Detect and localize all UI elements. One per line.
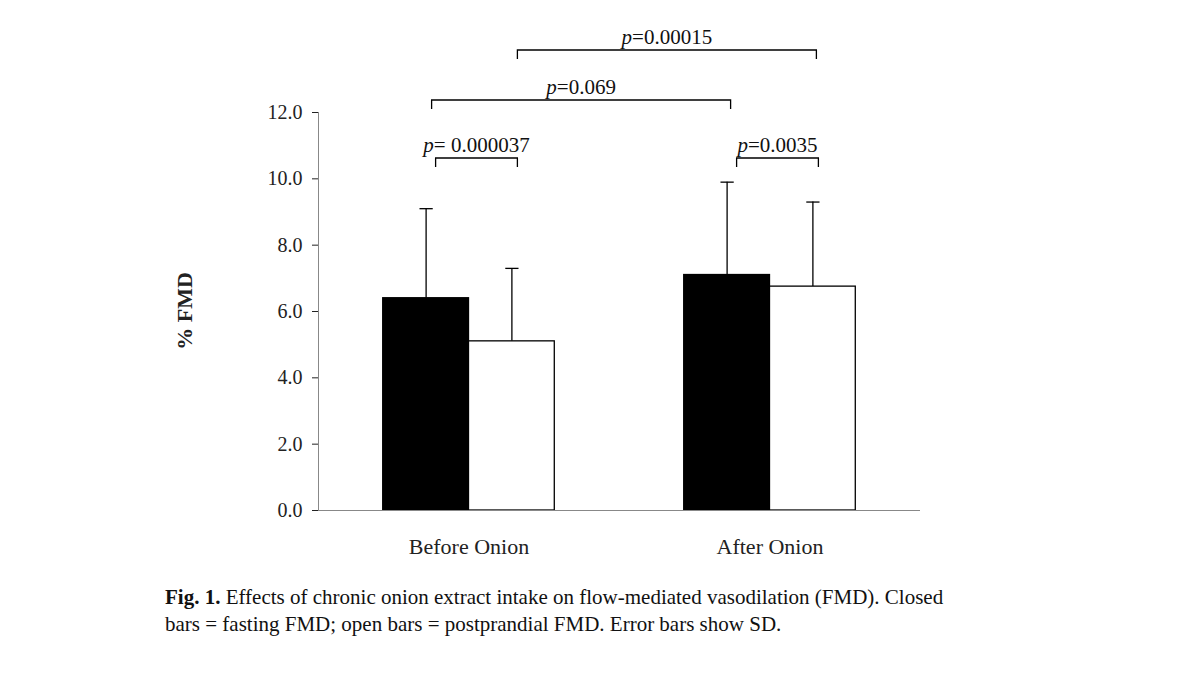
svg-text:12.0: 12.0 xyxy=(268,101,303,123)
svg-text:p=0.0035: p=0.0035 xyxy=(735,133,817,157)
svg-text:4.0: 4.0 xyxy=(278,366,303,388)
svg-text:2.0: 2.0 xyxy=(278,433,303,455)
svg-text:8.0: 8.0 xyxy=(278,234,303,256)
svg-text:p=0.00015: p=0.00015 xyxy=(620,25,713,49)
svg-text:10.0: 10.0 xyxy=(268,167,303,189)
svg-text:Before Onion: Before Onion xyxy=(409,534,529,559)
svg-text:% FMD: % FMD xyxy=(172,272,197,350)
svg-text:6.0: 6.0 xyxy=(278,300,303,322)
svg-text:After Onion: After Onion xyxy=(717,534,824,559)
html-text:Fig. 1. Effects of chronic oni: Fig. 1. Effects of chronic onion extract… xyxy=(165,585,944,637)
svg-text:p= 0.000037: p= 0.000037 xyxy=(421,133,529,157)
svg-text:p=0.069: p=0.069 xyxy=(544,75,616,99)
svg-text:0.0: 0.0 xyxy=(278,499,303,521)
